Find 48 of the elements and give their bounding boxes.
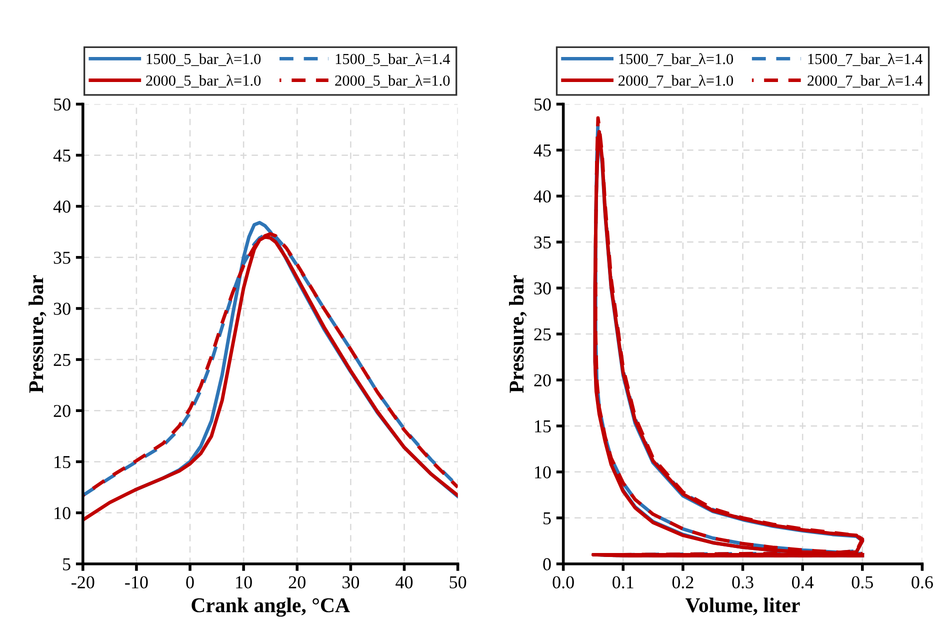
x-tick-label: 10 [236,576,252,588]
y-axis-title: Pressure, bar [28,275,46,393]
x-tick-label: 50 [450,576,466,588]
y-tick-label: 15 [54,456,70,468]
y-tick-label: 30 [54,302,70,315]
x-tick-label: 0 [186,576,194,588]
y-tick-label: 10 [535,466,551,478]
legend-label: 2000_7_bar_λ=1.0 [618,74,734,88]
y-tick-label: 35 [534,236,551,249]
legend-label: 1500_7_bar_λ=1.4 [808,53,922,66]
x-tick-label: 40 [396,576,413,588]
x-tick-label: 0.4 [792,576,814,588]
legend-label: 2000_5_bar_λ=1.0 [335,74,450,88]
y-tick-label: 25 [54,354,70,366]
y-tick-label: 0 [543,558,551,570]
y-tick-label: 20 [54,404,70,418]
y-tick-label: 5 [63,558,70,570]
y-tick-label: 45 [534,144,551,157]
y-tick-label: 15 [535,420,551,432]
x-axis-title: Volume, liter [686,598,800,616]
legend-label: 1500_5_bar_λ=1.4 [336,53,450,66]
legend-label: 2000_7_bar_λ=1.4 [808,74,922,88]
y-tick-label: 25 [534,328,551,340]
y-tick-label: 40 [534,190,551,203]
legend-label: 2000_5_bar_λ=1.0 [146,74,261,88]
x-tick-label: -10 [125,576,148,588]
x-tick-label: 0.6 [912,576,933,588]
x-tick-label: 20 [288,576,306,588]
y-tick-label: 45 [53,150,70,162]
x-tick-label: 0.0 [552,576,574,588]
x-axis-title: Crank angle, °CA [192,598,350,617]
x-tick-label: 0.1 [612,576,634,588]
y-tick-label: 20 [534,374,551,386]
y-tick-label: 35 [54,252,70,264]
y-tick-label: 30 [534,282,551,294]
y-tick-label: 50 [54,98,70,111]
y-tick-label: 10 [54,507,70,520]
x-tick-label: 30 [342,576,360,588]
y-tick-label: 50 [534,98,551,111]
x-tick-label: -20 [72,576,94,588]
x-tick-label: 0.2 [672,576,694,588]
x-tick-label: 0.5 [852,576,873,588]
y-axis-title: Pressure, bar [509,275,527,393]
y-tick-label: 40 [53,200,70,213]
y-tick-label: 5 [544,512,551,524]
x-tick-label: 0.3 [732,576,754,588]
legend-label: 1500_7_bar_λ=1.0 [619,53,734,66]
legend-label: 1500_5_bar_λ=1.0 [146,53,261,66]
